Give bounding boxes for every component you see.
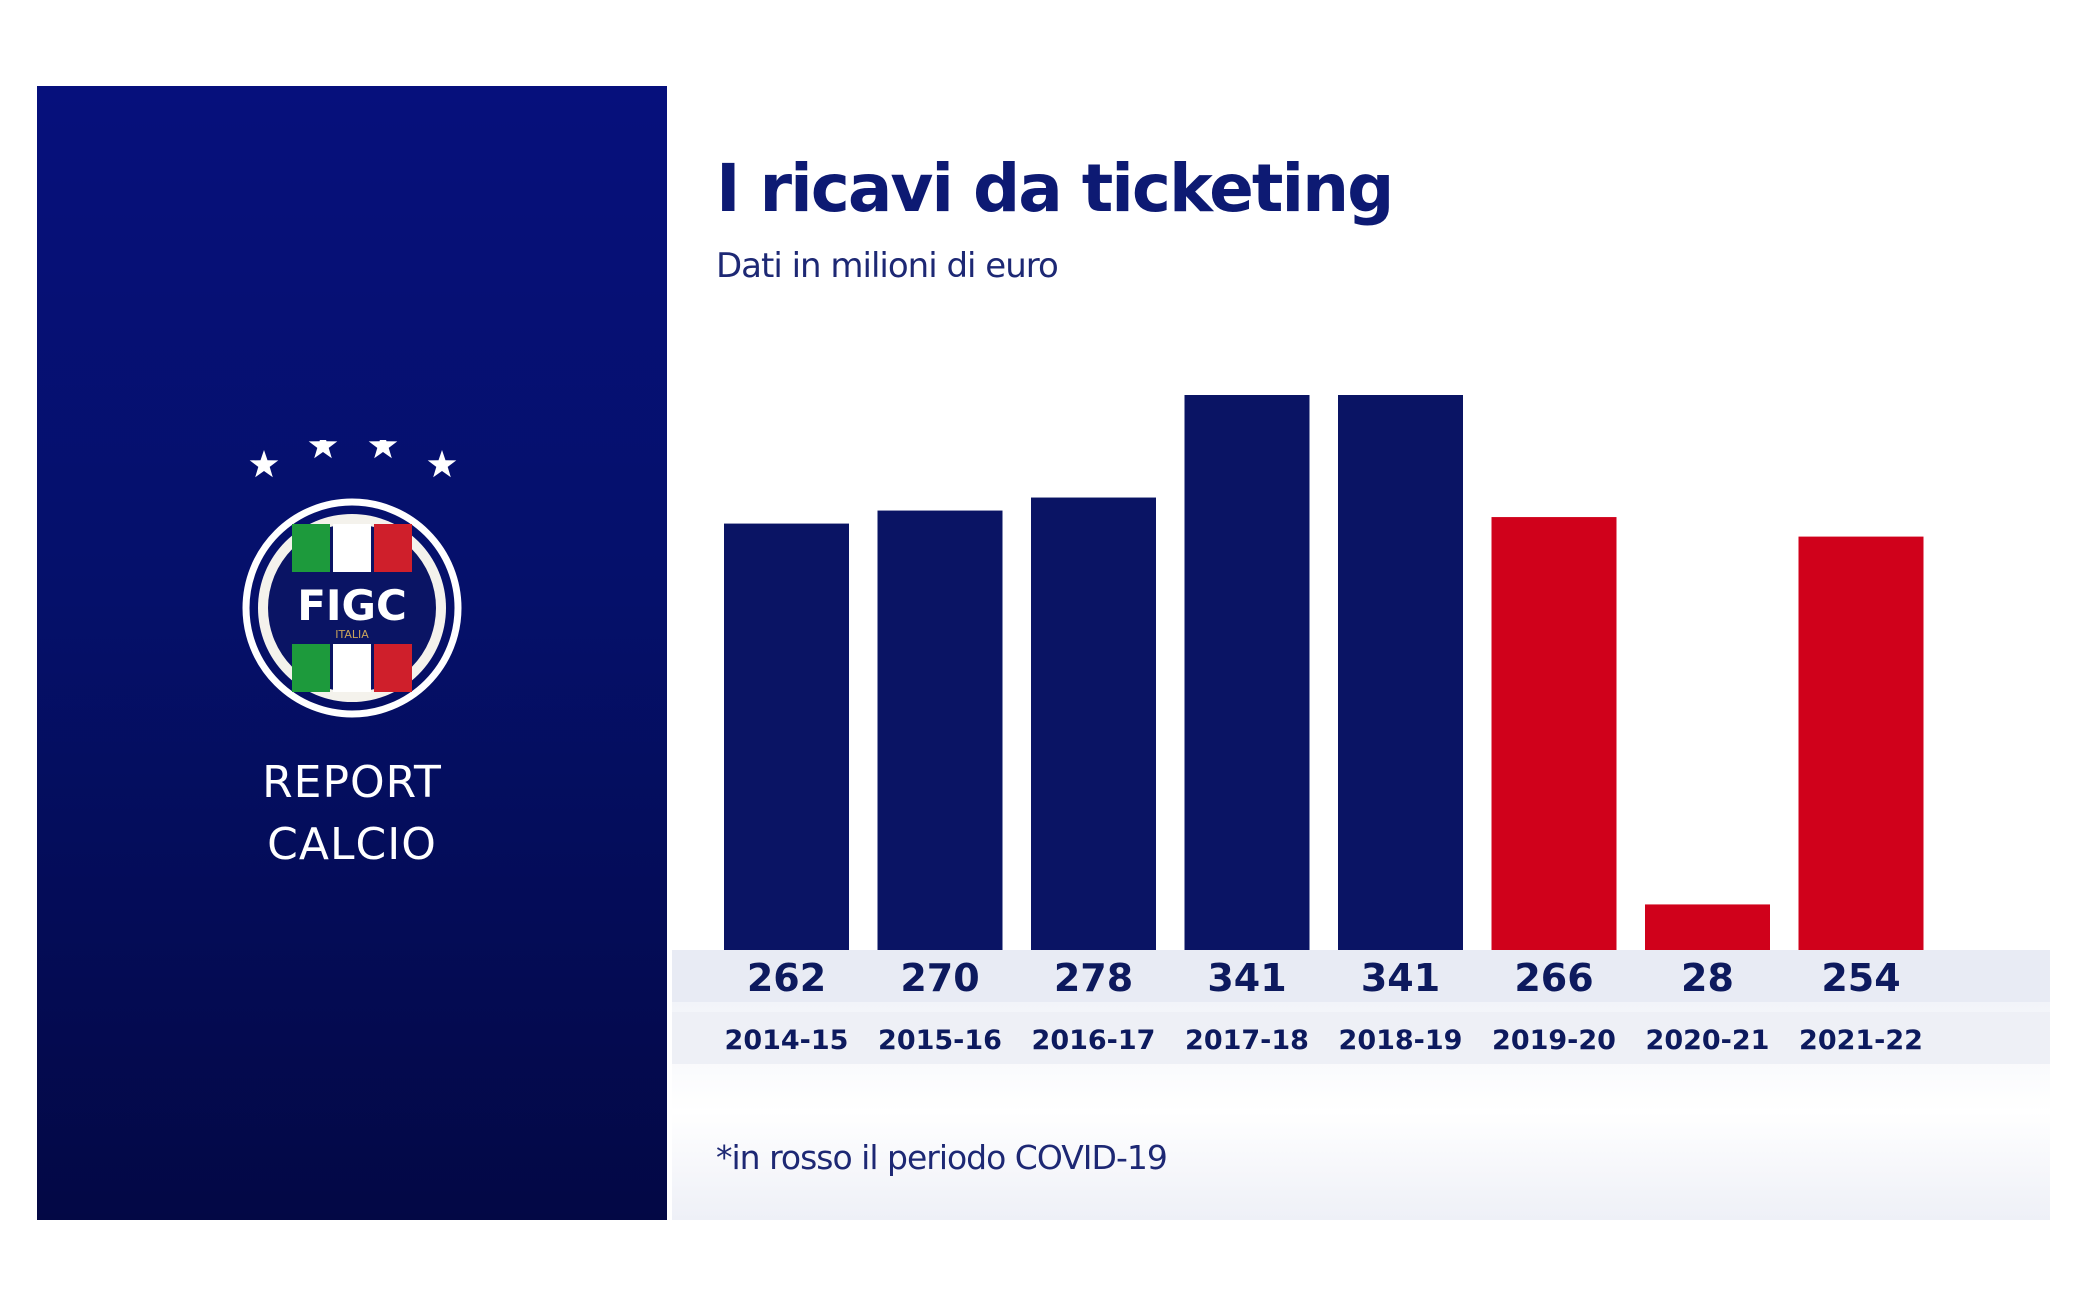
- data-label: 266: [1514, 956, 1593, 1000]
- data-label: 341: [1361, 956, 1440, 1000]
- bar-2015-16: [877, 510, 1003, 950]
- data-label: 341: [1207, 956, 1286, 1000]
- chart-title: I ricavi da ticketing: [716, 150, 1394, 227]
- data-label: 28: [1681, 956, 1734, 1000]
- x-tick-label: 2014-15: [725, 1025, 849, 1056]
- value-label-strip: [672, 950, 2050, 1002]
- data-label: 254: [1821, 956, 1900, 1000]
- logo-stars: [249, 440, 457, 478]
- bar-2019-20: [1491, 517, 1617, 950]
- x-tick-label: 2020-21: [1646, 1025, 1770, 1056]
- logo-subtext: ITALIA: [335, 628, 369, 641]
- bar-2014-15: [724, 523, 849, 950]
- logo-text: FIGC: [297, 581, 407, 630]
- bar-2018-19: [1338, 395, 1463, 950]
- x-tick-label: 2018-19: [1339, 1025, 1463, 1056]
- star-icon: [368, 440, 398, 459]
- star-icon: [427, 450, 457, 478]
- italian-flag-bottom: [292, 644, 412, 692]
- star-icon: [308, 440, 338, 459]
- data-label: 270: [900, 956, 979, 1000]
- x-tick-label: 2017-18: [1185, 1025, 1309, 1056]
- category-label-strip: [672, 1012, 2050, 1064]
- bar-2017-18: [1184, 395, 1310, 950]
- brand-title-line-1: REPORT: [262, 757, 442, 808]
- chart-footnote: *in rosso il periodo COVID-19: [716, 1138, 1168, 1177]
- italian-flag-top: [292, 524, 412, 572]
- data-label: 262: [747, 956, 826, 1000]
- x-tick-label: 2019-20: [1492, 1025, 1616, 1056]
- x-tick-label: 2021-22: [1799, 1025, 1923, 1056]
- data-label: 278: [1054, 956, 1133, 1000]
- x-tick-label: 2015-16: [878, 1025, 1002, 1056]
- star-icon: [249, 450, 279, 478]
- bar-2020-21: [1645, 904, 1770, 950]
- chart-subtitle: Dati in milioni di euro: [716, 246, 1059, 286]
- bars-group: [724, 395, 1924, 950]
- bar-2021-22: [1798, 536, 1924, 950]
- x-axis-tick-labels: 2014-15 2015-16 2016-17 2017-18 2018-19 2019-…: [725, 1025, 1923, 1056]
- brand-title-line-2: CALCIO: [267, 819, 437, 870]
- figc-logo: FIGC ITALIA: [242, 440, 462, 718]
- bar-2016-17: [1031, 497, 1156, 950]
- x-tick-label: 2016-17: [1032, 1025, 1156, 1056]
- data-labels-group: 262 270 278 341 341 266 28 254: [747, 956, 1901, 1000]
